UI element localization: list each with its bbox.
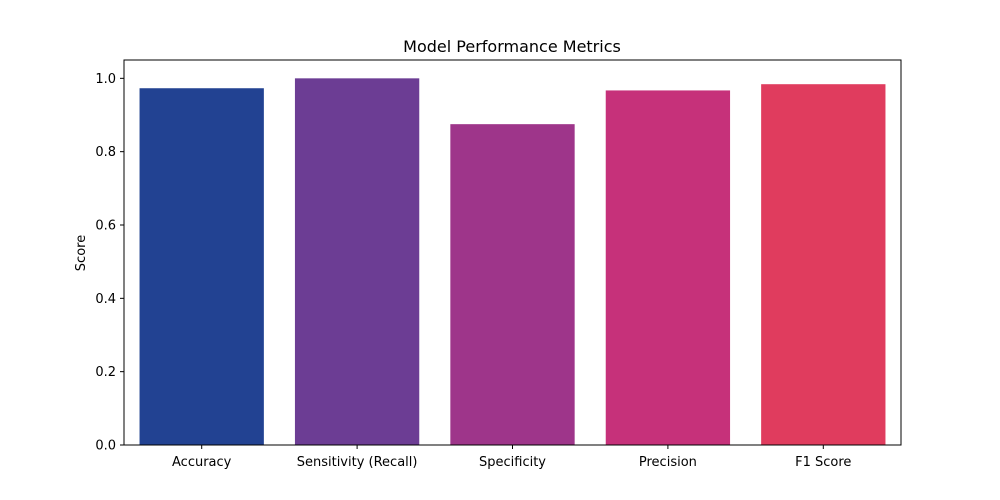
x-tick-label: Precision (639, 455, 697, 470)
x-ticks-group: Accuracy Sensitivity (Recall) Specificity P… (172, 445, 851, 470)
x-tick-label: Accuracy (172, 455, 232, 470)
x-tick-label: F1 Score (795, 455, 851, 470)
y-axis-label: Score (74, 235, 89, 271)
bar-0 (139, 88, 264, 445)
bars-group (139, 78, 886, 446)
bar-4 (761, 84, 886, 445)
y-tick-label: 0.6 (95, 219, 116, 234)
y-ticks-group: 0.0 0.2 0.4 0.6 0.8 1.0 (95, 72, 124, 454)
chart-title: Model Performance Metrics (403, 37, 621, 56)
y-tick-label: 0.8 (95, 145, 116, 160)
bar-3 (605, 90, 731, 445)
x-tick-label: Specificity (479, 455, 546, 470)
bar-1 (294, 78, 420, 445)
y-tick-label: 0.4 (95, 292, 116, 307)
y-tick-label: 1.0 (95, 72, 116, 87)
plot-frame (123, 59, 902, 446)
bar-2 (450, 124, 575, 446)
y-tick-label: 0.0 (95, 439, 116, 454)
x-tick-label: Sensitivity (Recall) (297, 455, 418, 470)
y-tick-label: 0.2 (95, 365, 116, 380)
